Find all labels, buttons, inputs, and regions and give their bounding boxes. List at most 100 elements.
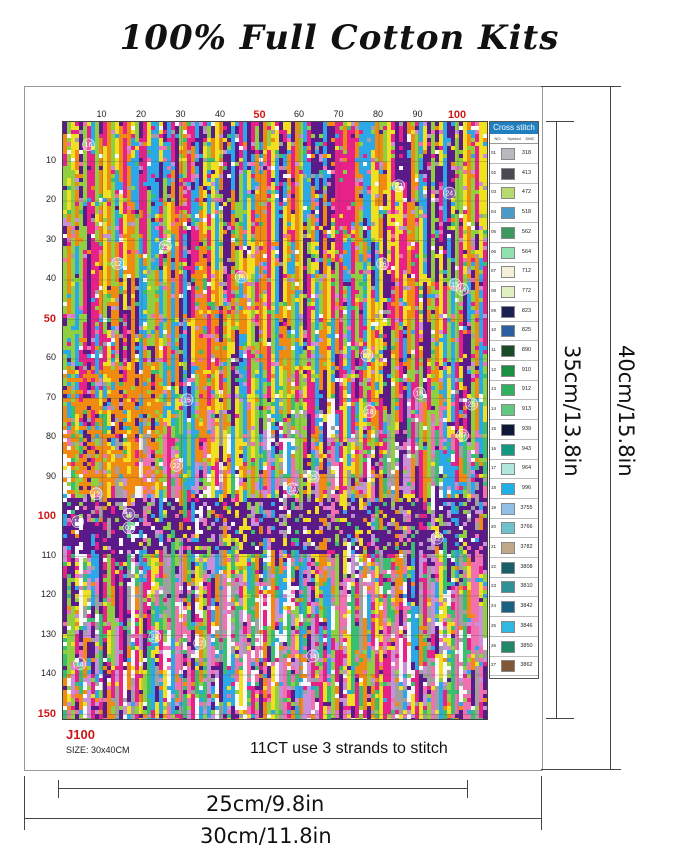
key-row-dmc: 772 [521, 287, 532, 294]
key-row-swatch [501, 305, 515, 318]
key-row-number: 04 [491, 209, 497, 215]
key-row-dmc: 823 [521, 307, 532, 314]
key-row-number: 12 [491, 366, 497, 372]
key-row-swatch [501, 620, 515, 633]
key-row-number: 14 [491, 406, 497, 412]
key-row: 26 3850 [490, 637, 538, 657]
key-row-swatch [501, 364, 515, 377]
key-row-dmc: 912 [521, 386, 532, 393]
key-row-dmc: 3782 [520, 544, 533, 550]
x-tick-label: 50 [253, 109, 266, 121]
y-tick-label: 60 [45, 352, 56, 362]
key-row-swatch [501, 542, 515, 554]
x-tick-label: 80 [372, 109, 383, 119]
key-row: 07 712 [490, 262, 538, 283]
x-tick-label: 70 [333, 109, 344, 119]
key-row-dmc: 996 [521, 484, 532, 491]
key-row-swatch [501, 187, 515, 200]
key-row-swatch [501, 502, 515, 515]
key-row-number: 24 [491, 603, 497, 609]
key-row: 08 772 [490, 282, 538, 302]
key-row: 11 890 [490, 341, 538, 361]
key-row: 01 318 [490, 144, 538, 164]
key-row-dmc: 890 [521, 347, 532, 353]
inner-width-tick-left [58, 780, 59, 798]
key-row: 05 562 [490, 223, 538, 243]
key-row: 17 964 [490, 459, 538, 480]
y-tick-label: 150 [37, 707, 56, 720]
x-tick-label: 20 [135, 109, 146, 119]
key-row-dmc: 939 [521, 425, 532, 432]
key-row-dmc: 964 [521, 465, 532, 472]
outer-height-label: 40cm/15.8in [614, 345, 638, 477]
grid-color-label: 07 [459, 433, 467, 440]
key-row-swatch [501, 285, 515, 298]
key-row: 06 564 [490, 243, 538, 263]
key-row: 22 3808 [490, 558, 538, 578]
key-row-number: 18 [491, 484, 497, 490]
inner-height-label: 35cm/13.8in [560, 345, 584, 477]
y-tick-label: 90 [45, 470, 56, 481]
key-row-number: 05 [491, 228, 497, 234]
grid-color-label: 16 [237, 274, 245, 281]
key-row-number: 11 [491, 347, 496, 352]
pattern-grid: 14 14 14 25 25 25 15 15 15 16 16 16 22 22 22 07 07 07 18 18… [62, 121, 488, 720]
grid-color-label: 24 [289, 486, 297, 493]
inner-width-line [58, 788, 468, 789]
key-row-number: 13 [491, 386, 497, 392]
key-row-number: 20 [491, 524, 497, 530]
grid-color-label: 18 [416, 391, 424, 398]
grid-color-label: 15 [183, 397, 191, 404]
grid-color-label: 16 [85, 142, 93, 149]
key-row-dmc: 943 [521, 445, 532, 452]
y-tick-label: 10 [45, 154, 56, 165]
inner-width-label: 25cm/9.8in [206, 792, 325, 816]
key-row-number: 17 [491, 465, 497, 471]
outer-width-line [24, 818, 542, 819]
key-row-dmc: 3808 [520, 563, 533, 570]
grid-color-label: 24 [151, 634, 159, 641]
key-row-swatch [501, 640, 515, 653]
grid-color-label: 14 [309, 653, 317, 660]
outer-height-line [610, 86, 611, 769]
key-row-dmc: 712 [521, 268, 532, 275]
key-row-dmc: 3766 [520, 524, 533, 531]
grid-color-label: 25 [161, 244, 169, 251]
key-row: 24 3842 [490, 597, 538, 618]
key-row-number: 09 [491, 307, 497, 313]
grid-color-label: 18 [366, 409, 374, 416]
key-row-number: 01 [491, 150, 497, 155]
grid-color-label: 25 [468, 402, 476, 409]
color-key-table: Cross stitch NO. Symbol DMC 01 318 02 413 03… [489, 121, 539, 679]
grid-color-label: 25 [309, 474, 317, 481]
key-row-dmc: 913 [521, 406, 532, 413]
key-row: 02 413 [490, 164, 538, 184]
outer-height-tick-bottom [541, 769, 621, 770]
grid-color-label: 22 [196, 641, 204, 648]
key-row-number: 10 [491, 327, 497, 333]
x-tick-label: 10 [96, 109, 107, 119]
outer-height-tick-top [541, 86, 621, 87]
key-row-swatch [501, 601, 515, 614]
y-tick-label: 50 [43, 312, 56, 325]
x-tick-label: 30 [175, 109, 186, 119]
key-row: 10 825 [490, 321, 538, 342]
key-row: 20 3766 [490, 518, 538, 539]
key-row: 13 912 [490, 380, 538, 401]
key-row-number: 03 [491, 189, 497, 195]
x-tick-label: 60 [293, 109, 304, 119]
key-row-number: 27 [491, 662, 497, 668]
key-row-number: 22 [491, 563, 497, 569]
key-header-no: NO. [494, 136, 502, 141]
grid-color-label: 14 [76, 661, 84, 668]
key-row: 21 3782 [490, 538, 538, 558]
key-row-dmc: 3850 [520, 642, 533, 649]
key-title: Cross stitch [490, 122, 538, 134]
x-tick-label: 100 [447, 109, 467, 121]
inner-width-tick-right [467, 780, 468, 798]
key-row: 14 913 [490, 400, 538, 421]
key-row: 12 910 [490, 361, 538, 381]
grid-color-label: 15 [451, 282, 459, 289]
outer-width-tick-right [541, 776, 542, 830]
key-row-swatch [501, 167, 515, 180]
